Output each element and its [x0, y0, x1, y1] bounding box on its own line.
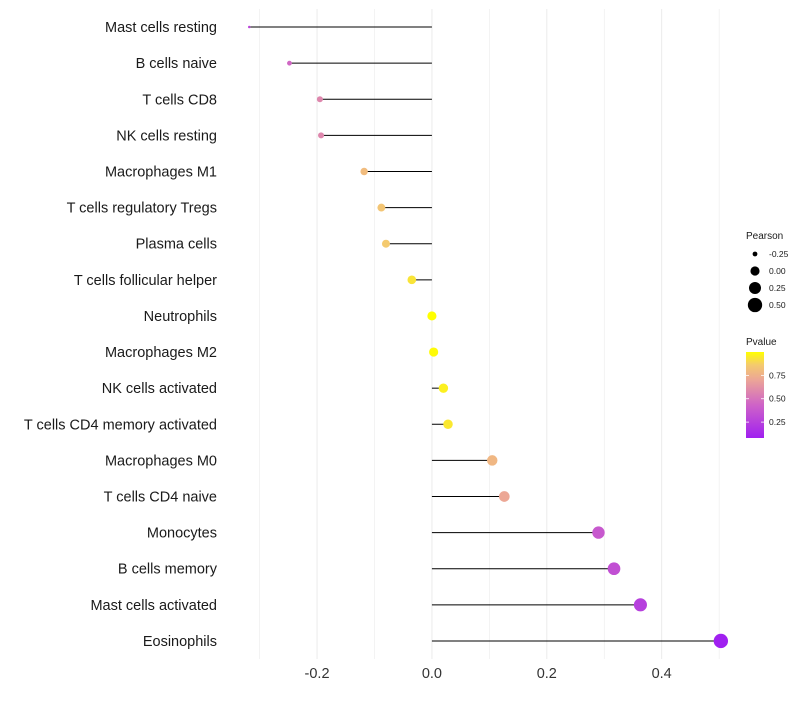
category-label: Neutrophils [144, 309, 217, 325]
size-legend-key [750, 266, 760, 276]
category-label: Eosinophils [143, 634, 217, 650]
category-label: NK cells resting [116, 128, 217, 144]
category-label: T cells CD8 [142, 92, 217, 108]
lollipop-point [438, 383, 449, 393]
x-tick-label: 0.2 [537, 666, 557, 682]
lollipop-point [443, 419, 453, 430]
size-legend-label: 0.50 [769, 300, 786, 310]
lollipop-points [248, 25, 729, 649]
color-legend-label: 0.50 [769, 394, 786, 404]
size-legend-label: 0.00 [769, 266, 786, 276]
lollipop-point [381, 239, 390, 248]
lollipop-point [377, 203, 386, 212]
lollipop-point [429, 347, 439, 357]
category-label: Mast cells activated [90, 598, 217, 614]
lollipop-point [498, 491, 510, 502]
size-legend-key [747, 297, 763, 313]
size-legend-label: 0.25 [769, 283, 786, 293]
lollipop-point [633, 598, 647, 612]
category-label: Macrophages M2 [105, 345, 217, 361]
lollipop-point [318, 132, 325, 139]
category-label: Macrophages M1 [105, 165, 217, 181]
lollipop-sticks [249, 26, 721, 642]
lollipop-point [713, 633, 729, 649]
size-legend-title: Pearson [746, 231, 783, 242]
x-axis: -0.2 0.0 0.2 0.4 [305, 666, 672, 682]
category-label: T cells follicular helper [74, 273, 217, 289]
category-label: NK cells activated [102, 381, 217, 397]
lollipop-point [407, 275, 417, 285]
color-legend-title: Pvalue [746, 337, 777, 348]
color-legend-label: 0.25 [769, 417, 786, 427]
lollipop-point [592, 526, 605, 539]
category-label: Mast cells resting [105, 20, 217, 36]
color-legend: Pvalue 0.75 0.50 0.25 [746, 337, 786, 438]
size-legend-label: -0.25 [769, 249, 789, 259]
lollipop-point [360, 167, 368, 176]
x-tick-label: 0.0 [422, 666, 442, 682]
size-legend: Pearson -0.25 0.00 0.25 0.50 [746, 231, 789, 313]
category-label: B cells memory [118, 562, 218, 578]
grid-lines [259, 9, 720, 659]
x-tick-label: -0.2 [305, 666, 330, 682]
lollipop-point [316, 96, 323, 103]
lollipop-point [427, 311, 437, 321]
x-tick-label: 0.4 [652, 666, 672, 682]
color-legend-label: 0.75 [769, 370, 786, 380]
size-legend-key [749, 282, 761, 294]
category-label: Plasma cells [136, 237, 217, 253]
category-label: Monocytes [147, 526, 217, 542]
lollipop-point [287, 60, 292, 66]
category-axis: Mast cells resting B cells naive T cells C… [24, 20, 218, 650]
category-label: T cells CD4 memory activated [24, 417, 217, 433]
color-legend-bar [746, 352, 764, 438]
category-label: T cells CD4 naive [104, 490, 217, 506]
category-label: T cells regulatory Tregs [67, 201, 217, 217]
lollipop-point [487, 455, 498, 466]
lollipop-point [248, 25, 251, 29]
lollipop-point [607, 562, 621, 576]
category-label: Macrophages M0 [105, 453, 217, 469]
size-legend-key [752, 251, 758, 257]
category-label: B cells naive [136, 56, 217, 72]
